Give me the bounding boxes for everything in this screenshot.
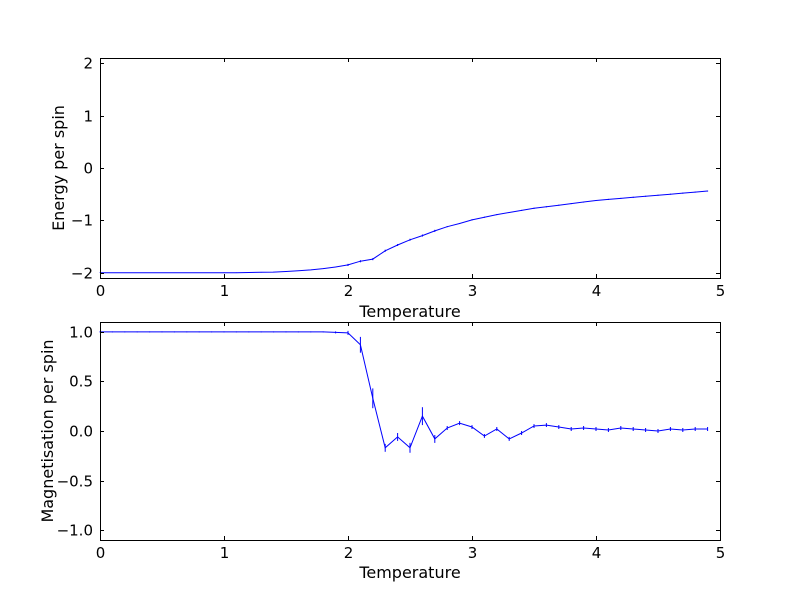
axes-frame [100, 58, 721, 279]
y-tick-label: 1 [83, 108, 93, 126]
error-bars [99, 190, 709, 273]
axes-frame [100, 322, 721, 541]
x-tick-label: 0 [96, 544, 106, 562]
x-tick-label: 2 [344, 544, 354, 562]
x-tick-label: 4 [592, 544, 602, 562]
x-tick-label: 5 [716, 544, 726, 562]
y-tick-label: −0.5 [57, 473, 93, 491]
y-tick-label: −1.0 [57, 522, 93, 540]
y-tick-label: 2 [83, 55, 93, 73]
y-tick-label: −1 [71, 212, 93, 230]
error-bars [99, 330, 709, 453]
data-line [100, 331, 708, 449]
y-axis-label: Magnetisation per spin [38, 339, 57, 522]
y-tick-label: 0.5 [69, 373, 93, 391]
data-line [100, 190, 708, 274]
x-tick-label: 1 [220, 544, 230, 562]
x-tick-label: 0 [96, 282, 106, 300]
magnetisation-chart: 0 1 2 3 4 5 −1.0 −0.5 0.0 0.5 1.0 Temperature Magnet… [38, 322, 725, 582]
x-tick-label: 2 [344, 282, 354, 300]
x-tick-label: 4 [592, 282, 602, 300]
x-tick-label: 5 [716, 282, 726, 300]
y-tick-label: 0.0 [69, 423, 93, 441]
x-axis-label: Temperature [358, 563, 460, 582]
x-tick-label: 1 [220, 282, 230, 300]
y-tick-label: 1.0 [69, 324, 93, 342]
x-axis-label: Temperature [358, 302, 460, 321]
x-tick-label: 3 [468, 544, 478, 562]
y-axis-label: Energy per spin [49, 105, 68, 231]
x-tick-label: 3 [468, 282, 478, 300]
y-tick-label: −2 [71, 265, 93, 283]
y-tick-label: 0 [83, 160, 93, 178]
